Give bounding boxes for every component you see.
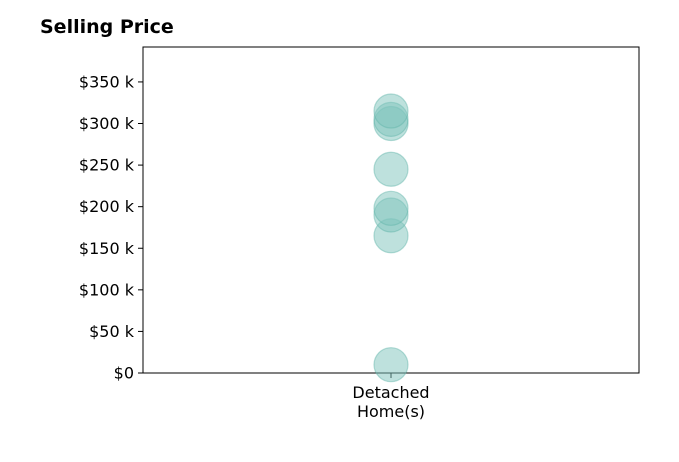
chart-title: Selling Price <box>40 16 174 38</box>
data-point <box>373 151 409 187</box>
y-tick-label: $50 k <box>89 322 135 341</box>
y-tick-label: $100 k <box>79 280 135 299</box>
y-tick-label: $350 k <box>79 72 135 91</box>
data-point <box>373 93 409 129</box>
x-tick-label: Home(s) <box>357 402 425 421</box>
y-tick-label: $150 k <box>79 239 135 258</box>
data-markers <box>373 93 409 383</box>
x-tick-label: Detached <box>352 383 429 402</box>
y-tick-label: $200 k <box>79 197 135 216</box>
data-point <box>373 347 409 383</box>
y-tick-label: $0 <box>114 364 134 383</box>
y-axis: $0 $50 k $100 k $150 k $200 k $250 k $300 k $35… <box>79 72 143 383</box>
y-tick-label: $250 k <box>79 156 135 175</box>
y-tick-label: $300 k <box>79 114 135 133</box>
data-point <box>373 190 409 226</box>
